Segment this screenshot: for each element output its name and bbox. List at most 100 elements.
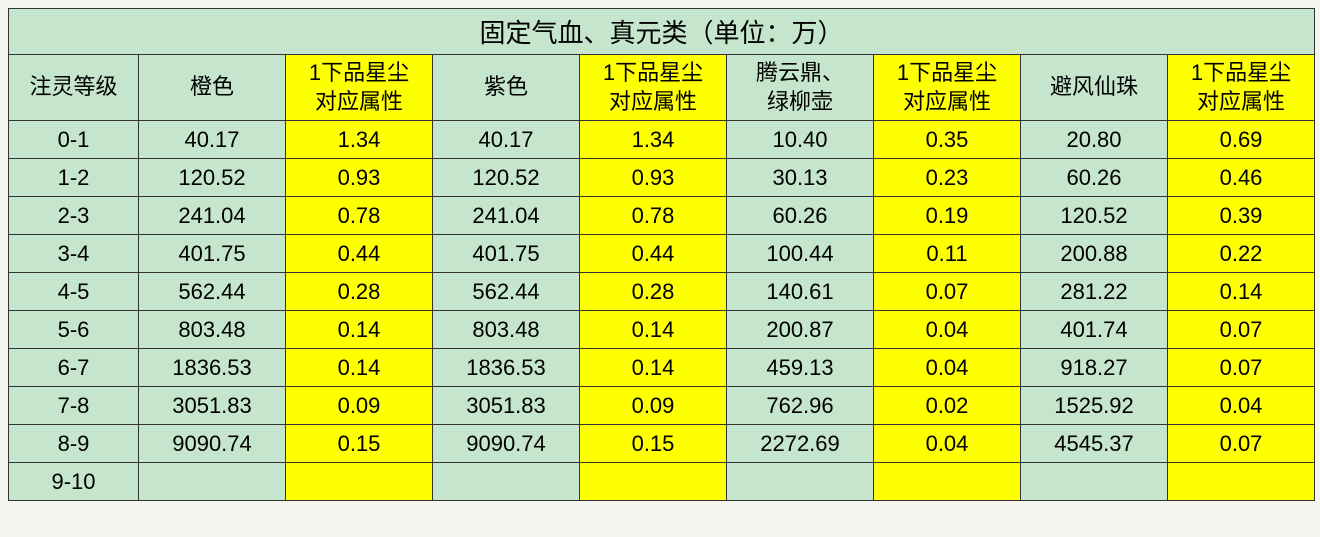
level-cell: 0-1 bbox=[9, 121, 139, 159]
data-cell: 1836.53 bbox=[433, 349, 580, 387]
data-cell: 100.44 bbox=[727, 235, 874, 273]
level-cell: 1-2 bbox=[9, 159, 139, 197]
data-cell: 0.15 bbox=[580, 425, 727, 463]
table-row: 8-99090.740.159090.740.152272.690.044545… bbox=[9, 425, 1315, 463]
data-cell bbox=[433, 463, 580, 501]
table-row: 9-10 bbox=[9, 463, 1315, 501]
data-cell: 241.04 bbox=[139, 197, 286, 235]
data-cell: 0.39 bbox=[1168, 197, 1315, 235]
data-cell: 0.14 bbox=[1168, 273, 1315, 311]
data-cell: 60.26 bbox=[727, 197, 874, 235]
data-cell: 1.34 bbox=[286, 121, 433, 159]
data-cell: 60.26 bbox=[1021, 159, 1168, 197]
data-cell bbox=[286, 463, 433, 501]
data-cell: 40.17 bbox=[433, 121, 580, 159]
data-cell: 0.22 bbox=[1168, 235, 1315, 273]
data-cell: 0.14 bbox=[286, 311, 433, 349]
data-cell: 0.04 bbox=[874, 425, 1021, 463]
data-cell: 0.14 bbox=[580, 311, 727, 349]
data-cell: 0.44 bbox=[286, 235, 433, 273]
data-cell: 0.14 bbox=[286, 349, 433, 387]
table-row: 0-140.171.3440.171.3410.400.3520.800.69 bbox=[9, 121, 1315, 159]
stats-table: 固定气血、真元类（单位：万）注灵等级橙色1下品星尘对应属性紫色1下品星尘对应属性… bbox=[8, 8, 1315, 501]
column-header-3: 紫色 bbox=[433, 55, 580, 121]
data-cell: 0.93 bbox=[286, 159, 433, 197]
table-row: 1-2120.520.93120.520.9330.130.2360.260.4… bbox=[9, 159, 1315, 197]
data-cell: 0.78 bbox=[286, 197, 433, 235]
data-cell: 120.52 bbox=[433, 159, 580, 197]
table-title: 固定气血、真元类（单位：万） bbox=[9, 9, 1315, 55]
data-cell: 0.04 bbox=[874, 349, 1021, 387]
data-cell: 0.07 bbox=[1168, 425, 1315, 463]
data-cell: 30.13 bbox=[727, 159, 874, 197]
data-cell: 0.35 bbox=[874, 121, 1021, 159]
data-cell: 0.93 bbox=[580, 159, 727, 197]
data-cell: 0.07 bbox=[1168, 349, 1315, 387]
data-cell: 0.09 bbox=[286, 387, 433, 425]
data-cell bbox=[580, 463, 727, 501]
data-cell: 4545.37 bbox=[1021, 425, 1168, 463]
table-row: 3-4401.750.44401.750.44100.440.11200.880… bbox=[9, 235, 1315, 273]
data-cell: 0.28 bbox=[580, 273, 727, 311]
data-cell: 0.44 bbox=[580, 235, 727, 273]
data-cell: 562.44 bbox=[139, 273, 286, 311]
stats-table-container: 固定气血、真元类（单位：万）注灵等级橙色1下品星尘对应属性紫色1下品星尘对应属性… bbox=[8, 8, 1312, 501]
column-header-7: 避风仙珠 bbox=[1021, 55, 1168, 121]
data-cell: 1525.92 bbox=[1021, 387, 1168, 425]
data-cell: 0.78 bbox=[580, 197, 727, 235]
data-cell: 0.04 bbox=[1168, 387, 1315, 425]
data-cell: 0.02 bbox=[874, 387, 1021, 425]
data-cell bbox=[1168, 463, 1315, 501]
data-cell: 281.22 bbox=[1021, 273, 1168, 311]
level-cell: 2-3 bbox=[9, 197, 139, 235]
data-cell: 918.27 bbox=[1021, 349, 1168, 387]
data-cell: 401.75 bbox=[139, 235, 286, 273]
data-cell: 40.17 bbox=[139, 121, 286, 159]
data-cell: 0.23 bbox=[874, 159, 1021, 197]
level-cell: 5-6 bbox=[9, 311, 139, 349]
data-cell: 3051.83 bbox=[433, 387, 580, 425]
data-cell: 20.80 bbox=[1021, 121, 1168, 159]
data-cell: 10.40 bbox=[727, 121, 874, 159]
column-header-2: 1下品星尘对应属性 bbox=[286, 55, 433, 121]
data-cell bbox=[1021, 463, 1168, 501]
table-row: 2-3241.040.78241.040.7860.260.19120.520.… bbox=[9, 197, 1315, 235]
data-cell: 0.11 bbox=[874, 235, 1021, 273]
data-cell: 1.34 bbox=[580, 121, 727, 159]
data-cell: 3051.83 bbox=[139, 387, 286, 425]
data-cell: 1836.53 bbox=[139, 349, 286, 387]
data-cell: 762.96 bbox=[727, 387, 874, 425]
data-cell: 803.48 bbox=[139, 311, 286, 349]
data-cell: 0.14 bbox=[580, 349, 727, 387]
data-cell: 200.88 bbox=[1021, 235, 1168, 273]
data-cell bbox=[727, 463, 874, 501]
data-cell: 120.52 bbox=[1021, 197, 1168, 235]
table-row: 5-6803.480.14803.480.14200.870.04401.740… bbox=[9, 311, 1315, 349]
level-cell: 7-8 bbox=[9, 387, 139, 425]
column-header-5: 腾云鼎、绿柳壶 bbox=[727, 55, 874, 121]
column-header-6: 1下品星尘对应属性 bbox=[874, 55, 1021, 121]
data-cell: 0.19 bbox=[874, 197, 1021, 235]
data-cell: 0.15 bbox=[286, 425, 433, 463]
data-cell: 9090.74 bbox=[139, 425, 286, 463]
data-cell bbox=[874, 463, 1021, 501]
column-header-1: 橙色 bbox=[139, 55, 286, 121]
data-cell: 2272.69 bbox=[727, 425, 874, 463]
data-cell: 401.75 bbox=[433, 235, 580, 273]
level-cell: 9-10 bbox=[9, 463, 139, 501]
data-cell: 9090.74 bbox=[433, 425, 580, 463]
data-cell: 0.07 bbox=[874, 273, 1021, 311]
data-cell: 401.74 bbox=[1021, 311, 1168, 349]
data-cell: 140.61 bbox=[727, 273, 874, 311]
table-row: 4-5562.440.28562.440.28140.610.07281.220… bbox=[9, 273, 1315, 311]
data-cell: 562.44 bbox=[433, 273, 580, 311]
data-cell: 241.04 bbox=[433, 197, 580, 235]
column-header-4: 1下品星尘对应属性 bbox=[580, 55, 727, 121]
data-cell bbox=[139, 463, 286, 501]
level-cell: 6-7 bbox=[9, 349, 139, 387]
data-cell: 200.87 bbox=[727, 311, 874, 349]
column-header-8: 1下品星尘对应属性 bbox=[1168, 55, 1315, 121]
data-cell: 0.07 bbox=[1168, 311, 1315, 349]
data-cell: 803.48 bbox=[433, 311, 580, 349]
level-cell: 4-5 bbox=[9, 273, 139, 311]
